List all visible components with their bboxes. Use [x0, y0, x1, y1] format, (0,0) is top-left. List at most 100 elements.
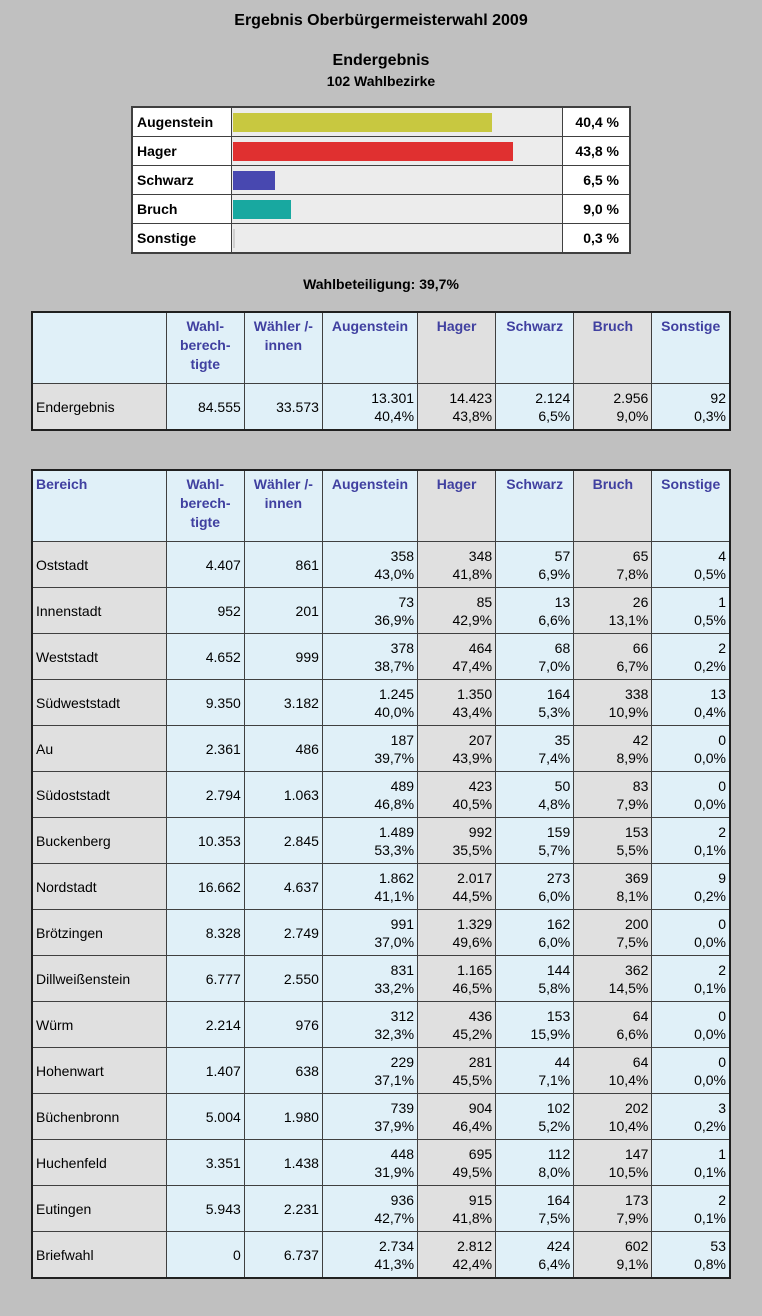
candidate-percent: 6,5 %: [562, 165, 631, 195]
vote-count: 164: [546, 1191, 571, 1208]
vote-cell: 1.489 53,3%: [321, 817, 419, 864]
vote-percent: 10,5%: [608, 1163, 649, 1180]
candidate-name: Sonstige: [131, 223, 232, 254]
bar-cell: [231, 223, 563, 254]
area-name: Briefwahl: [31, 1231, 167, 1279]
header-schwarz: Schwarz: [495, 469, 575, 542]
waehler-cell: 33.573: [243, 383, 323, 431]
vote-percent: 35,5%: [452, 841, 493, 858]
header-wahlberechtigte: Wahl- berech- tigte: [165, 311, 245, 384]
area-name: Würm: [31, 1001, 167, 1048]
waehler-cell: 4.637: [243, 863, 323, 910]
vote-cell: 273 6,0%: [495, 863, 575, 910]
area-name: Buckenberg: [31, 817, 167, 864]
vote-percent: 41,3%: [374, 1255, 415, 1272]
vote-cell: 0 0,0%: [651, 771, 731, 818]
vote-cell: 0 0,0%: [651, 909, 731, 956]
table-row: Buckenberg 10.353 2.845 1.489 53,3% 992 35,5% 1…: [31, 817, 731, 864]
vote-count: 0: [718, 731, 726, 748]
result-subtitle: Endergebnis: [332, 52, 430, 69]
vote-count: 66: [632, 639, 649, 656]
vote-percent: 43,4%: [452, 703, 493, 720]
vote-cell: 64 6,6%: [573, 1001, 653, 1048]
page-title: Ergebnis Oberbürgermeisterwahl 2009: [234, 12, 528, 29]
vote-percent: 42,9%: [452, 611, 493, 628]
vote-percent: 10,4%: [608, 1071, 649, 1088]
waehler-cell: 486: [243, 725, 323, 772]
vote-count: 1.489: [378, 823, 415, 840]
header-empty: [31, 311, 167, 384]
vote-count: 0: [718, 777, 726, 794]
vote-count: 229: [390, 1053, 415, 1070]
vote-cell: 229 37,1%: [321, 1047, 419, 1094]
vote-percent: 36,9%: [374, 611, 415, 628]
vote-percent: 53,3%: [374, 841, 415, 858]
vote-cell: 448 31,9%: [321, 1139, 419, 1186]
waehler-cell: 2.845: [243, 817, 323, 864]
result-bar: [233, 171, 275, 190]
vote-count: 35: [554, 731, 571, 748]
vote-percent: 6,7%: [616, 657, 649, 674]
berechtigte-cell: 9.350: [165, 679, 245, 726]
vote-count: 102: [546, 1099, 571, 1116]
area-name: Büchenbronn: [31, 1093, 167, 1140]
vote-count: 173: [625, 1191, 649, 1208]
vote-cell: 358 43,0%: [321, 541, 419, 588]
berechtigte-cell: 5.004: [165, 1093, 245, 1140]
vote-cell: 2.956 9,0%: [573, 383, 653, 431]
summary-bar-table: Augenstein 40,4 % Hager 43,8 % Schwarz 6,5 % B…: [131, 106, 631, 254]
header-augenstein: Augenstein: [321, 311, 419, 384]
vote-percent: 41,1%: [374, 887, 415, 904]
vote-count: 423: [468, 777, 493, 794]
vote-percent: 6,6%: [616, 1025, 649, 1042]
table-row: Südweststadt 9.350 3.182 1.245 40,0% 1.350 43,…: [31, 679, 731, 726]
vote-cell: 0 0,0%: [651, 725, 731, 772]
vote-cell: 13.301 40,4%: [321, 383, 419, 431]
table-row: Eutingen 5.943 2.231 936 42,7% 915 41,8% 164 7,5…: [31, 1185, 731, 1232]
vote-count: 64: [632, 1007, 649, 1024]
vote-percent: 46,8%: [374, 795, 415, 812]
vote-cell: 992 35,5%: [417, 817, 497, 864]
vote-cell: 2.124 6,5%: [495, 383, 575, 431]
vote-cell: 147 10,5%: [573, 1139, 653, 1186]
vote-percent: 0,0%: [694, 1071, 726, 1088]
vote-percent: 0,2%: [694, 1117, 726, 1134]
vote-cell: 202 10,4%: [573, 1093, 653, 1140]
vote-cell: 602 9,1%: [573, 1231, 653, 1279]
vote-percent: 49,6%: [452, 933, 493, 950]
vote-cell: 9 0,2%: [651, 863, 731, 910]
vote-percent: 0,1%: [694, 1163, 726, 1180]
table-row: Brötzingen 8.328 2.749 991 37,0% 1.329 49,6% 16…: [31, 909, 731, 956]
vote-cell: 0 0,0%: [651, 1047, 731, 1094]
vote-cell: 378 38,7%: [321, 633, 419, 680]
vote-count: 202: [625, 1099, 649, 1116]
header-wahlberechtigte: Wahl- berech- tigte: [165, 469, 245, 542]
candidate-percent: 0,3 %: [562, 223, 631, 254]
vote-cell: 1.350 43,4%: [417, 679, 497, 726]
vote-cell: 112 8,0%: [495, 1139, 575, 1186]
vote-percent: 6,4%: [538, 1255, 571, 1272]
vote-cell: 831 33,2%: [321, 955, 419, 1002]
vote-cell: 936 42,7%: [321, 1185, 419, 1232]
vote-percent: 14,5%: [608, 979, 649, 996]
vote-percent: 49,5%: [452, 1163, 493, 1180]
vote-count: 281: [468, 1053, 493, 1070]
vote-percent: 0,2%: [694, 887, 726, 904]
vote-percent: 5,7%: [538, 841, 571, 858]
vote-percent: 40,5%: [452, 795, 493, 812]
result-bar: [233, 200, 291, 219]
table-row: Würm 2.214 976 312 32,3% 436 45,2% 153 15,9% 64 6,…: [31, 1001, 731, 1048]
vote-percent: 0,8%: [694, 1255, 726, 1272]
vote-percent: 46,5%: [452, 979, 493, 996]
vote-cell: 162 6,0%: [495, 909, 575, 956]
vote-count: 147: [625, 1145, 649, 1162]
vote-cell: 187 39,7%: [321, 725, 419, 772]
waehler-cell: 6.737: [243, 1231, 323, 1279]
vote-percent: 32,3%: [374, 1025, 415, 1042]
vote-count: 53: [710, 1237, 726, 1254]
table-row: Nordstadt 16.662 4.637 1.862 41,1% 2.017 44,5%…: [31, 863, 731, 910]
berechtigte-cell: 2.214: [165, 1001, 245, 1048]
vote-percent: 6,6%: [538, 611, 571, 628]
vote-cell: 57 6,9%: [495, 541, 575, 588]
waehler-cell: 2.749: [243, 909, 323, 956]
